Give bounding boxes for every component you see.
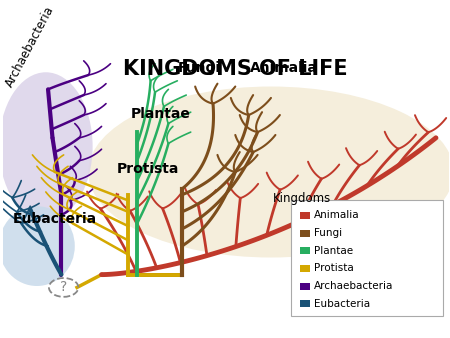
Text: Eubacteria: Eubacteria <box>314 299 370 309</box>
Bar <box>300 283 310 290</box>
Ellipse shape <box>88 87 450 258</box>
Bar <box>300 265 310 272</box>
Bar <box>300 230 310 237</box>
Ellipse shape <box>0 206 75 286</box>
Bar <box>300 300 310 307</box>
Text: Protista: Protista <box>117 162 180 176</box>
Text: Kingdoms: Kingdoms <box>273 192 332 205</box>
Bar <box>300 247 310 255</box>
Text: ?: ? <box>60 281 67 294</box>
Text: Animalia: Animalia <box>314 210 360 220</box>
Text: Fungi: Fungi <box>314 228 342 238</box>
Text: Plantae: Plantae <box>314 246 353 256</box>
Text: Fungi: Fungi <box>178 61 221 75</box>
Text: Archaebacteria: Archaebacteria <box>314 281 394 291</box>
Ellipse shape <box>0 72 93 220</box>
FancyBboxPatch shape <box>291 200 443 316</box>
Text: Plantae: Plantae <box>130 107 190 121</box>
Text: Protista: Protista <box>314 263 354 273</box>
Text: Animalia: Animalia <box>250 61 318 75</box>
Bar <box>300 212 310 219</box>
Text: KINGDOMS OF LIFE: KINGDOMS OF LIFE <box>123 59 347 79</box>
Text: Eubacteria: Eubacteria <box>12 212 96 226</box>
Text: Archaebacteria: Archaebacteria <box>3 4 57 89</box>
